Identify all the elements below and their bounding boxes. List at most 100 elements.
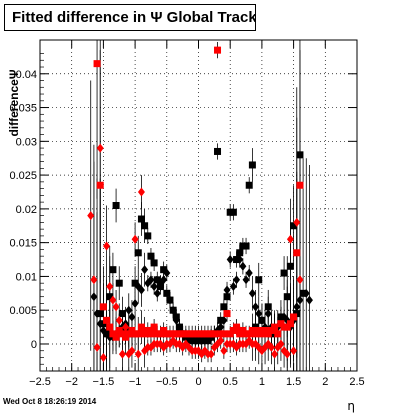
x-tick-label: 0.5 [223, 376, 238, 388]
data-point [214, 147, 222, 155]
data-point [103, 241, 111, 251]
data-point [153, 276, 161, 284]
data-point [160, 266, 168, 274]
data-point [223, 293, 231, 301]
data-point [141, 265, 149, 275]
x-tick-label: −0.5 [156, 376, 178, 388]
data-point [214, 46, 222, 54]
data-point [248, 288, 256, 298]
y-axis-label: differenceΨ [7, 69, 21, 136]
data-point [217, 322, 225, 332]
data-point [223, 310, 231, 318]
data-point [220, 346, 228, 356]
data-point [109, 295, 117, 305]
y-tick-label: 0.005 [9, 305, 37, 317]
data-point [229, 208, 237, 216]
data-point [296, 275, 304, 285]
data-point [103, 316, 111, 324]
data-point [137, 215, 145, 223]
x-tick-label: 1 [259, 376, 265, 388]
data-point [106, 293, 114, 301]
data-point [150, 259, 158, 267]
data-point [217, 336, 225, 346]
data-point [118, 310, 126, 318]
data-point [96, 181, 104, 189]
data-point [166, 295, 174, 305]
data-point [131, 234, 139, 244]
data-point [236, 255, 244, 265]
data-point [90, 292, 98, 302]
data-point [137, 187, 145, 197]
data-point [93, 309, 101, 319]
data-point [99, 303, 107, 311]
x-tick-label: −1.5 [93, 376, 115, 388]
data-point [87, 211, 95, 221]
data-point [147, 252, 155, 260]
data-point [286, 234, 294, 244]
data-point [125, 305, 133, 315]
data-point [96, 143, 104, 153]
data-point [255, 309, 263, 319]
data-point [109, 266, 117, 274]
x-tick-label: −1 [129, 376, 142, 388]
x-axis-label: η [347, 399, 355, 413]
data-point [137, 323, 145, 331]
data-point [302, 288, 310, 298]
data-point [248, 161, 256, 169]
data-point [93, 60, 101, 68]
data-point [163, 268, 171, 278]
data-point [153, 288, 161, 298]
x-tick-label: 0 [195, 376, 201, 388]
data-point [283, 293, 291, 301]
data-point [169, 305, 177, 315]
data-point [207, 349, 215, 359]
data-point [271, 349, 279, 359]
data-point [277, 339, 285, 349]
data-point [296, 295, 304, 305]
data-point [245, 268, 253, 278]
data-point [296, 151, 304, 159]
x-tick-label: −2 [65, 376, 78, 388]
data-point [99, 352, 107, 362]
data-point [115, 315, 123, 325]
data-point [172, 315, 180, 325]
y-tick-label: 0.02 [16, 204, 37, 216]
data-point [128, 346, 136, 356]
data-point [147, 275, 155, 285]
y-tick-label: 0.04 [16, 69, 37, 81]
data-point [220, 330, 228, 338]
data-point [128, 312, 136, 322]
data-points [87, 46, 313, 362]
data-point [245, 181, 253, 189]
data-point [147, 330, 155, 338]
data-point [220, 315, 228, 325]
data-point [131, 298, 139, 308]
data-point [236, 249, 244, 257]
y-tick-label: 0.025 [9, 170, 37, 182]
y-tick-label: 0 [31, 339, 37, 351]
grid-lines [40, 40, 357, 371]
data-point [305, 295, 313, 305]
data-point [255, 276, 263, 284]
data-point [131, 279, 139, 287]
data-point [96, 319, 104, 329]
data-point [286, 262, 294, 270]
data-point [252, 302, 260, 312]
axes: −2.5 −2 −1.5 −1 −0.5 0 0.5 1 1.5 2 2.5 0 0.005 0.01 0.… [9, 40, 365, 388]
data-point [293, 249, 301, 257]
y-tick-label: 0.03 [16, 136, 37, 148]
data-point [210, 330, 218, 338]
x-tick-label: −2.5 [29, 376, 51, 388]
data-point [106, 323, 114, 331]
data-point [163, 289, 171, 297]
data-point [122, 322, 130, 332]
data-point [229, 282, 237, 292]
data-point [115, 279, 123, 287]
data-point [112, 333, 120, 341]
data-point [271, 323, 279, 331]
timestamp: Wed Oct 8 18:26:19 2014 [3, 397, 97, 406]
x-tick-label: 1.5 [286, 376, 301, 388]
data-point [267, 342, 275, 352]
data-point [144, 232, 152, 240]
